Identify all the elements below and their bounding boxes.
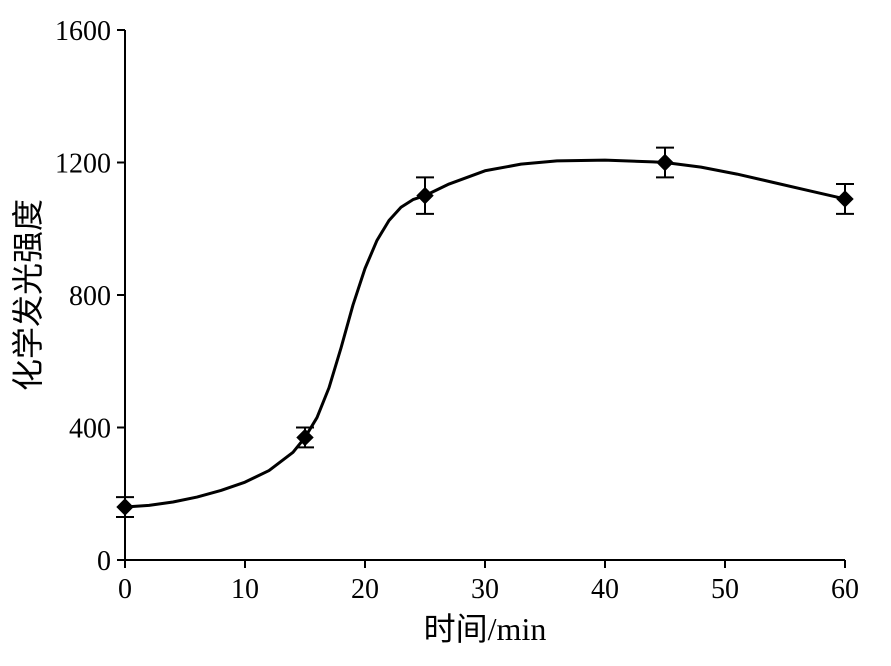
x-tick-label: 0 xyxy=(118,574,132,605)
x-tick-label: 60 xyxy=(831,574,859,605)
x-tick-label: 20 xyxy=(351,574,379,605)
chart-bg xyxy=(0,0,891,666)
y-axis-label: 化学发光强度 xyxy=(10,199,46,391)
chart-container: 0 10 20 30 40 50 60 0 400 800 1200 1600 时间/min 化学发光强度 xyxy=(0,0,891,666)
y-tick-label: 1200 xyxy=(55,148,111,179)
x-tick-label: 50 xyxy=(711,574,739,605)
y-tick-label: 400 xyxy=(69,413,111,444)
x-tick-label: 30 xyxy=(471,574,499,605)
y-tick-label: 1600 xyxy=(55,16,111,47)
x-tick-label: 40 xyxy=(591,574,619,605)
chart-svg: 0 10 20 30 40 50 60 0 400 800 1200 1600 时间/min 化学发光强度 xyxy=(0,0,891,666)
x-axis-label: 时间/min xyxy=(424,611,547,647)
y-tick-label: 0 xyxy=(97,546,111,577)
y-tick-label: 800 xyxy=(69,281,111,312)
x-tick-label: 10 xyxy=(231,574,259,605)
